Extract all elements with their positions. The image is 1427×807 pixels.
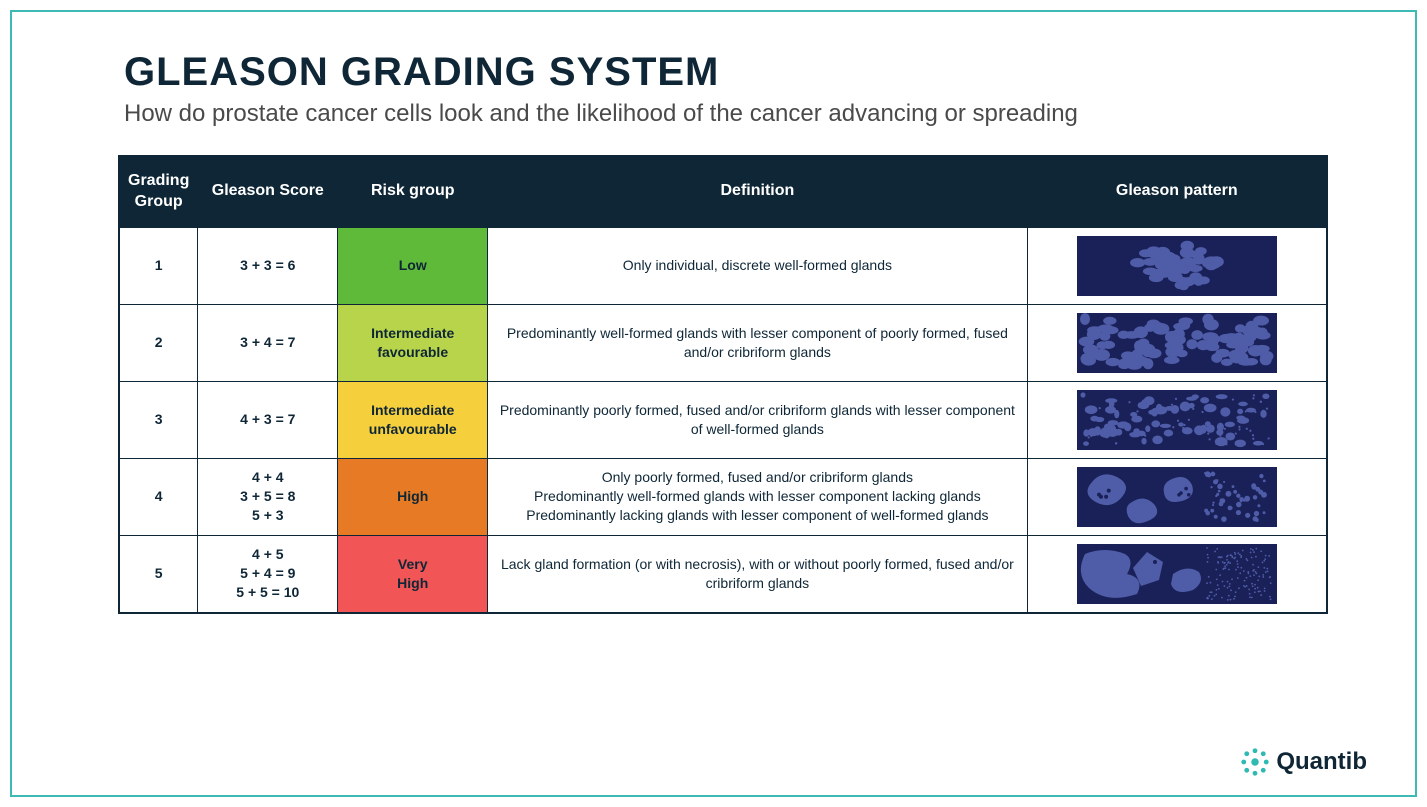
- gleason-pattern-icon: [1077, 236, 1277, 296]
- brand-logo: Quantib: [1240, 747, 1367, 777]
- cell-pattern: [1027, 381, 1327, 458]
- col-header-pattern: Gleason pattern: [1027, 156, 1327, 227]
- cell-group: 3: [119, 381, 198, 458]
- gleason-table: Grading Group Gleason Score Risk group D…: [118, 155, 1328, 614]
- cell-risk: VeryHigh: [338, 535, 488, 613]
- table-row: 44 + 43 + 5 = 85 + 3HighOnly poorly form…: [119, 458, 1327, 535]
- cell-definition: Predominantly well-formed glands with le…: [488, 304, 1027, 381]
- cell-group: 2: [119, 304, 198, 381]
- logo-text: Quantib: [1276, 748, 1367, 776]
- gleason-pattern-icon: [1077, 313, 1277, 373]
- cell-definition: Only individual, discrete well-formed gl…: [488, 227, 1027, 304]
- cell-risk: High: [338, 458, 488, 535]
- gleason-pattern-icon: [1077, 390, 1277, 450]
- cell-definition: Lack gland formation (or with necrosis),…: [488, 535, 1027, 613]
- col-header-definition: Definition: [488, 156, 1027, 227]
- cell-pattern: [1027, 535, 1327, 613]
- cell-pattern: [1027, 304, 1327, 381]
- table-header-row: Grading Group Gleason Score Risk group D…: [119, 156, 1327, 227]
- cell-group: 1: [119, 227, 198, 304]
- page-frame: GLEASON GRADING SYSTEM How do prostate c…: [10, 10, 1417, 797]
- cell-score: 4 + 55 + 4 = 95 + 5 = 10: [198, 535, 338, 613]
- table-row: 34 + 3 = 7IntermediateunfavourablePredom…: [119, 381, 1327, 458]
- cell-score: 3 + 3 = 6: [198, 227, 338, 304]
- page-title: GLEASON GRADING SYSTEM: [124, 50, 1355, 95]
- cell-risk: Low: [338, 227, 488, 304]
- cell-definition: Predominantly poorly formed, fused and/o…: [488, 381, 1027, 458]
- gleason-pattern-icon: [1077, 544, 1277, 604]
- col-header-group: Grading Group: [119, 156, 198, 227]
- cell-pattern: [1027, 227, 1327, 304]
- cell-risk: Intermediateunfavourable: [338, 381, 488, 458]
- col-header-risk: Risk group: [338, 156, 488, 227]
- cell-score: 4 + 43 + 5 = 85 + 3: [198, 458, 338, 535]
- cell-score: 4 + 3 = 7: [198, 381, 338, 458]
- cell-group: 5: [119, 535, 198, 613]
- cell-pattern: [1027, 458, 1327, 535]
- cell-score: 3 + 4 = 7: [198, 304, 338, 381]
- cell-definition: Only poorly formed, fused and/or cribrif…: [488, 458, 1027, 535]
- table-row: 23 + 4 = 7IntermediatefavourablePredomin…: [119, 304, 1327, 381]
- gleason-pattern-icon: [1077, 467, 1277, 527]
- table-body: 13 + 3 = 6LowOnly individual, discrete w…: [119, 227, 1327, 613]
- logo-icon: [1240, 747, 1270, 777]
- table-row: 13 + 3 = 6LowOnly individual, discrete w…: [119, 227, 1327, 304]
- col-header-score: Gleason Score: [198, 156, 338, 227]
- cell-group: 4: [119, 458, 198, 535]
- table-row: 54 + 55 + 4 = 95 + 5 = 10VeryHighLack gl…: [119, 535, 1327, 613]
- cell-risk: Intermediatefavourable: [338, 304, 488, 381]
- page-subtitle: How do prostate cancer cells look and th…: [124, 99, 1224, 129]
